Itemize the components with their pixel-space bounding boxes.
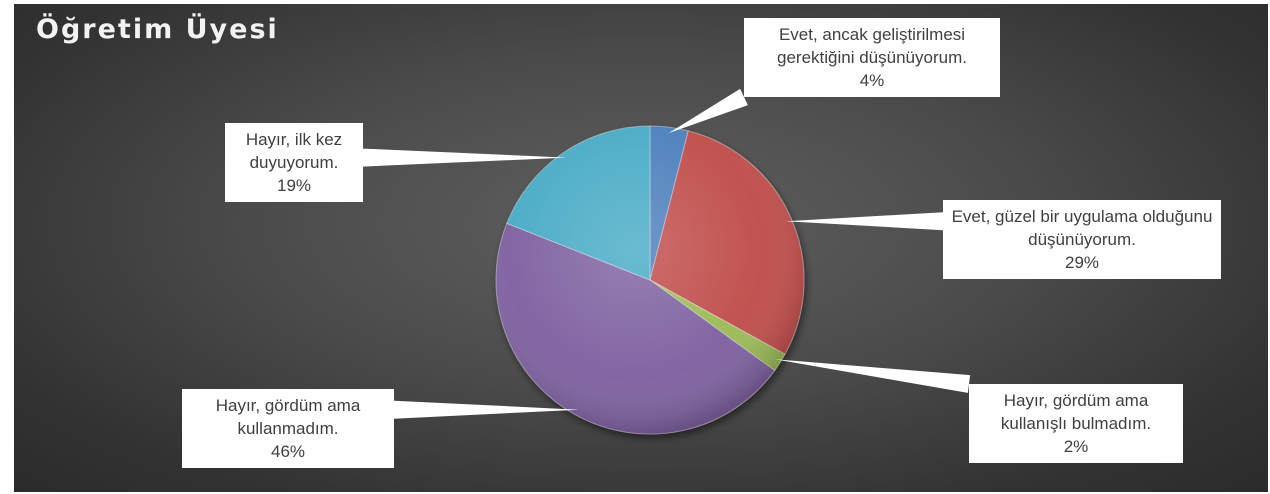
leader-line-5 [363, 148, 567, 167]
leader-lines [363, 88, 971, 419]
data-label-category: Evet, güzel bir uygulama olduğunu düşünü… [951, 207, 1213, 249]
leader-line-1 [668, 88, 748, 134]
data-label-slice-4: Hayır, gördüm ama kullanmadım. 46% [182, 389, 394, 468]
leader-line-4 [394, 400, 579, 419]
data-label-value: 46% [270, 442, 306, 461]
data-label-slice-3: Hayır, gördüm ama kullanışlı bulmadım. 2… [969, 384, 1183, 463]
pie-slices [495, 125, 805, 435]
data-label-slice-5: Hayır, ilk kez duyuyorum. 19% [225, 123, 363, 202]
data-label-category: Hayır, ilk kez duyuyorum. [245, 130, 343, 172]
data-label-slice-2: Evet, güzel bir uygulama olduğunu düşünü… [943, 200, 1221, 279]
chart-title: Öğretim Üyesi [36, 14, 279, 45]
data-label-value: 19% [276, 176, 312, 195]
data-label-category: Hayır, gördüm ama kullanışlı bulmadım. [1000, 391, 1152, 433]
leader-line-2 [785, 212, 943, 231]
data-label-value: 29% [1064, 253, 1100, 272]
chart-frame: Öğretim Üyesi Evet, ancak geliştirilmesi… [14, 4, 1268, 492]
data-label-value: 4% [859, 71, 885, 90]
data-label-slice-1: Evet, ancak geliştirilmesi gerektiğini d… [744, 18, 1000, 97]
data-label-value: 2% [1063, 437, 1089, 456]
leader-line-3 [774, 359, 971, 393]
data-label-category: Evet, ancak geliştirilmesi gerektiğini d… [777, 25, 967, 67]
data-label-category: Hayır, gördüm ama kullanmadım. [215, 396, 361, 438]
